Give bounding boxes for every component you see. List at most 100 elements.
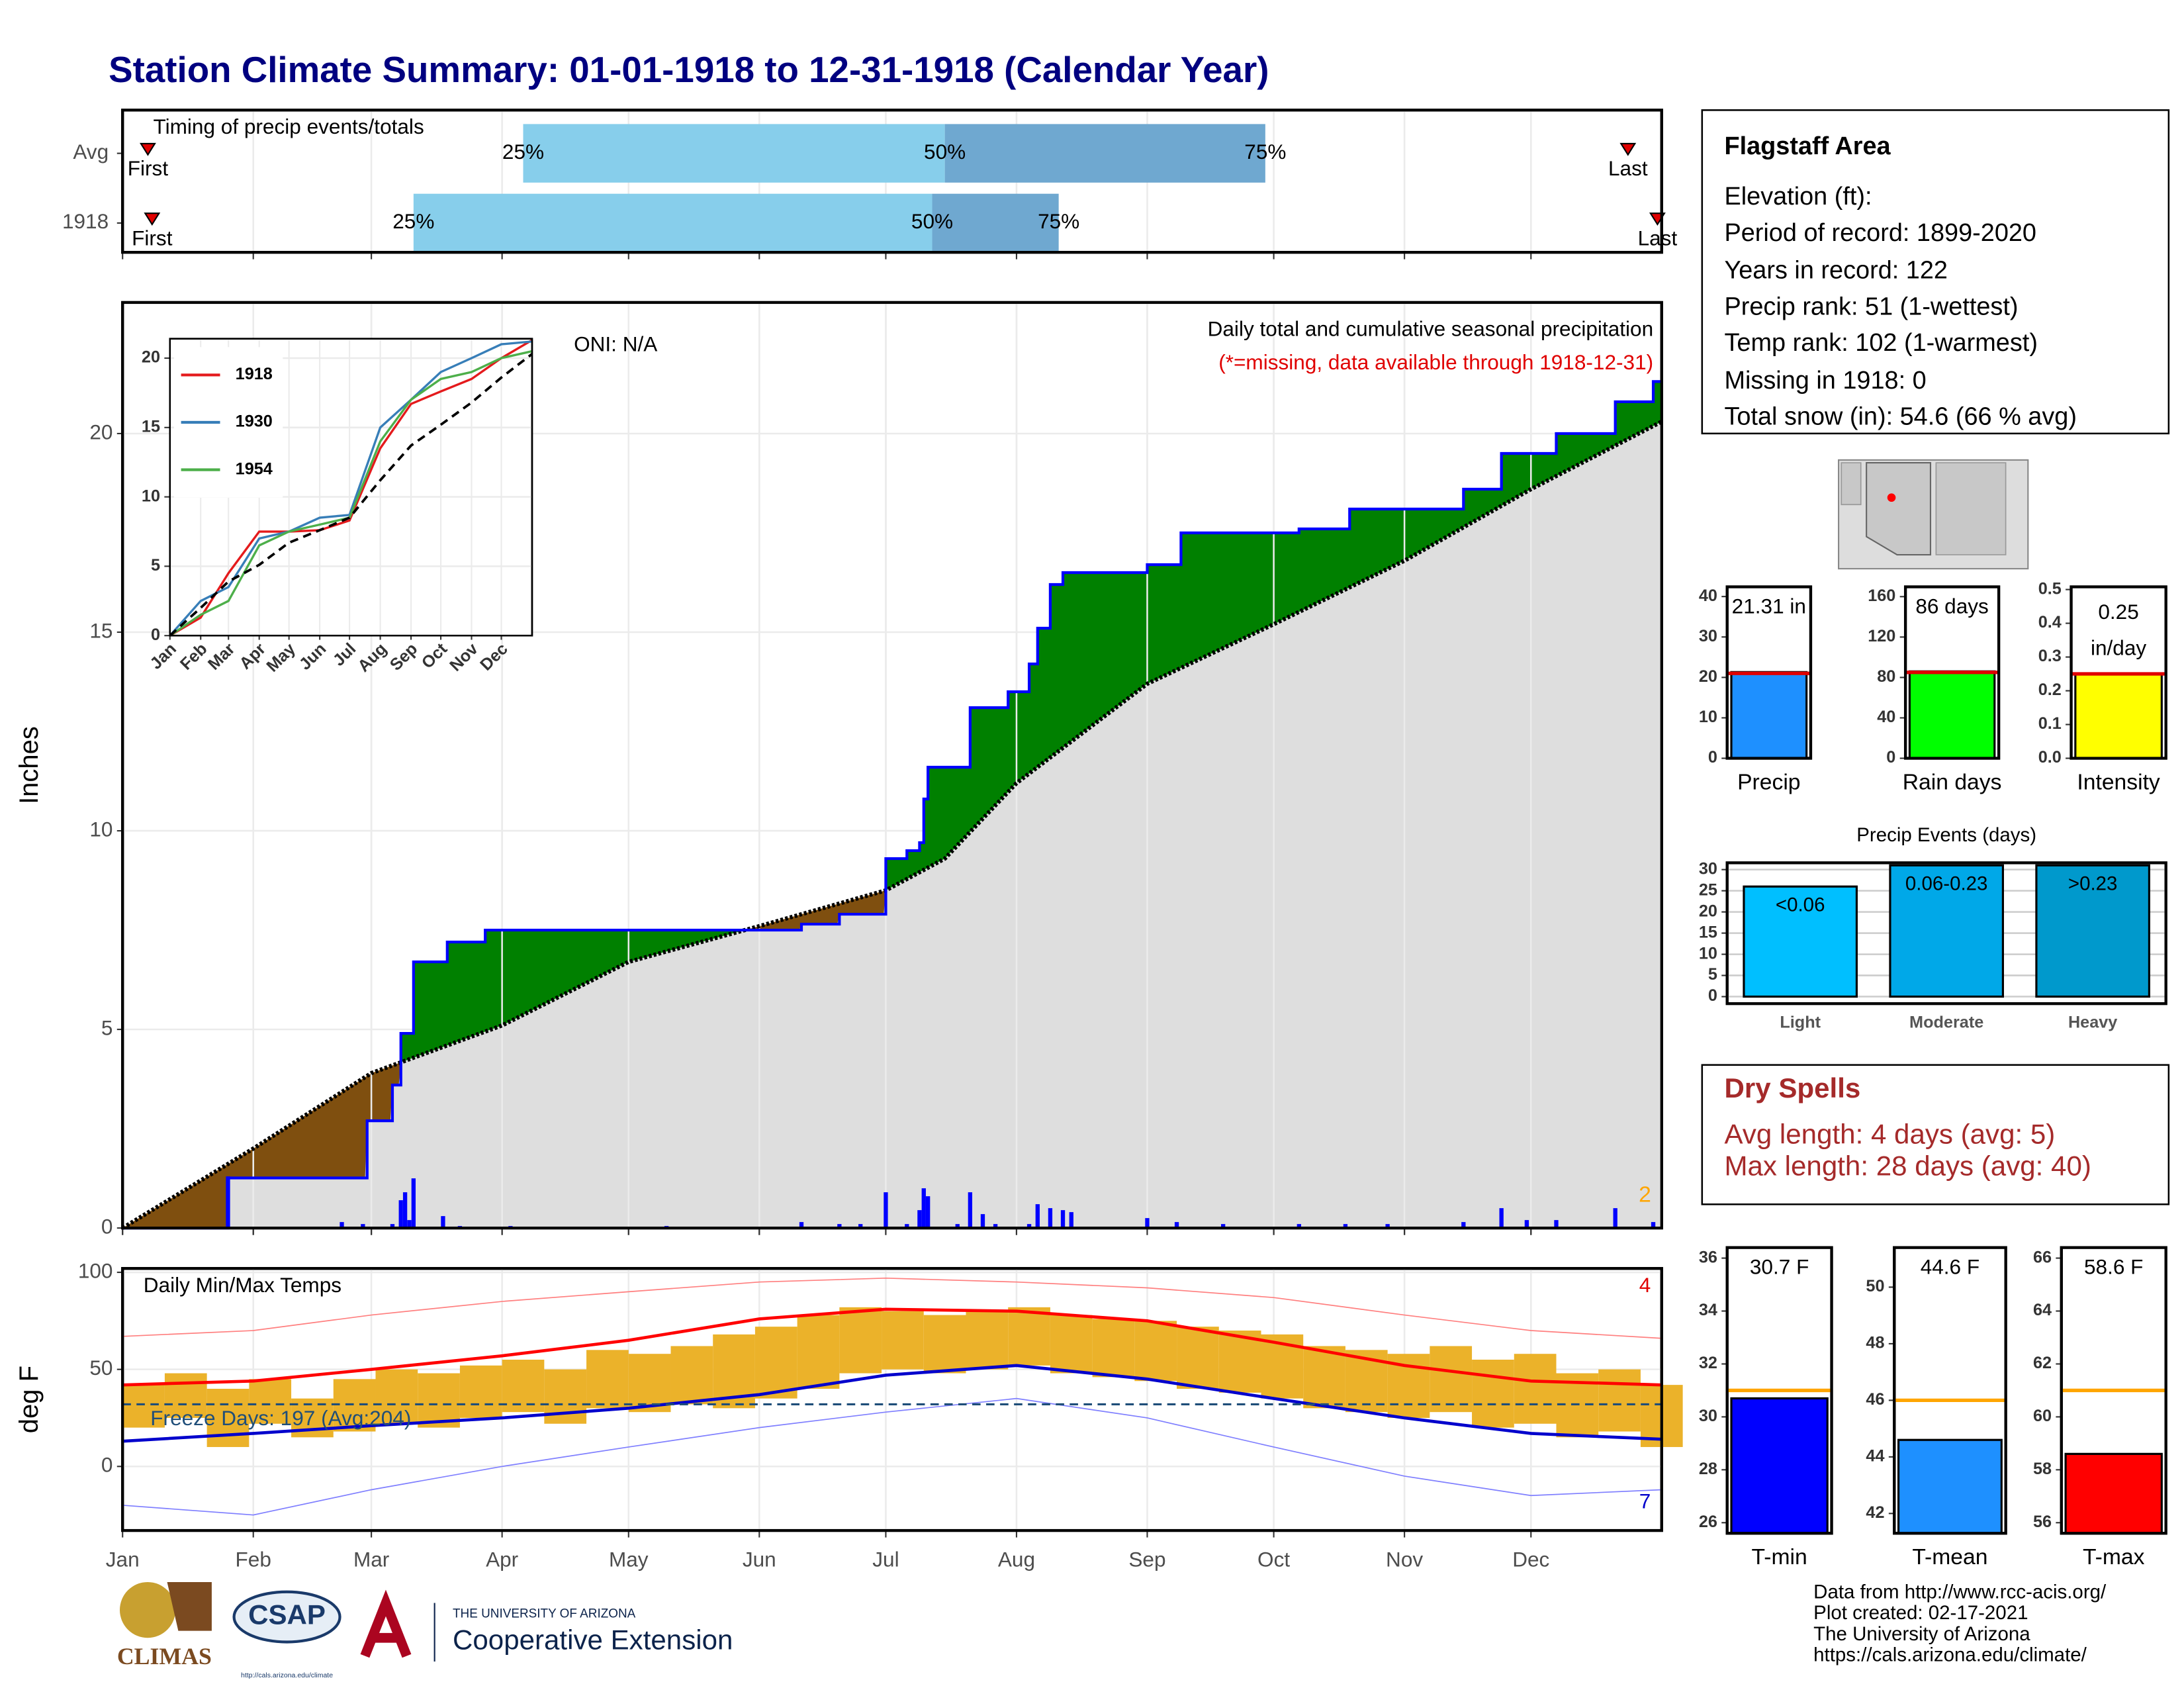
climas-emblem	[119, 1581, 176, 1638]
x-tick-label: Apr	[486, 1548, 518, 1571]
x-tick-label: Dec	[1512, 1548, 1549, 1571]
annotation: 4	[1639, 1273, 1651, 1297]
category-label: Moderate	[1909, 1013, 1983, 1031]
class-label: 0.06-0.23	[1905, 873, 1987, 895]
value-label: 30.7 F	[1750, 1255, 1809, 1279]
bar	[1897, 1438, 2003, 1534]
temp-range-bar	[1050, 1315, 1093, 1374]
temp-range-bar	[333, 1379, 376, 1432]
extension-name: Cooperative Extension	[453, 1624, 733, 1656]
y-tick-label: 50	[1866, 1277, 1884, 1295]
y-tick-label: 0.2	[2038, 680, 2062, 699]
temp-range-bar	[923, 1315, 966, 1374]
daily-bar	[1343, 1224, 1348, 1229]
daily-bar	[993, 1224, 998, 1229]
panel-border	[121, 109, 1663, 254]
legend-label: 1954	[236, 459, 273, 478]
category-label: Light	[1780, 1013, 1821, 1031]
category-label: Heavy	[2068, 1013, 2117, 1031]
temp-range-bar	[586, 1350, 629, 1409]
temp-range-bar	[459, 1365, 502, 1418]
panel-border	[121, 1267, 1663, 1532]
temp-range-bar	[164, 1373, 207, 1418]
series-line	[169, 339, 533, 637]
y-tick-label: 0.5	[2038, 579, 2062, 598]
y-tick-label: 20	[89, 420, 113, 444]
normal-line	[122, 1307, 1662, 1387]
bar	[1730, 1397, 1829, 1534]
y-tick-label: 160	[1868, 586, 1895, 605]
annotation: ONI: N/A	[574, 332, 657, 356]
info-line: Temp rank: 102 (1-warmest)	[1724, 329, 2037, 357]
info-line: Precip rank: 51 (1-wettest)	[1724, 293, 2018, 320]
daily-bar	[1499, 1208, 1504, 1229]
panel-border	[121, 301, 1663, 1230]
daily-bar	[837, 1224, 842, 1229]
x-tick-label: Jul	[872, 1548, 899, 1571]
y-tick-label: 25	[1699, 880, 1717, 899]
y-tick-label: 0	[1708, 748, 1717, 767]
quarter-bar	[932, 193, 1059, 253]
value-label: 86 days	[1915, 594, 1989, 618]
daily-bar	[1145, 1218, 1150, 1229]
event-label: First	[132, 226, 173, 250]
panel-title: Precip Events (days)	[1856, 824, 2036, 846]
panel-title: Daily Min/Max Temps	[144, 1273, 341, 1297]
bar	[1743, 885, 1858, 998]
daily-bar	[226, 1176, 230, 1229]
university-name: THE UNIVERSITY OF ARIZONA	[453, 1607, 636, 1620]
temp-range-bar	[1472, 1360, 1514, 1428]
x-tick-label: Oct	[1257, 1548, 1290, 1571]
climas-emblem	[167, 1581, 212, 1631]
daily-bar	[1026, 1224, 1032, 1229]
temp-range-bar	[1177, 1327, 1219, 1389]
y-tick-label: 1918	[62, 209, 109, 233]
daily-bar	[340, 1222, 344, 1229]
x-tick-label: Sep	[1128, 1548, 1165, 1571]
dry-spells-title: Dry Spells	[1724, 1072, 1860, 1103]
daily-bar	[1174, 1222, 1179, 1229]
y-tick-label: 0	[151, 626, 160, 644]
value-label: 58.6 F	[2084, 1255, 2143, 1279]
quarter-label: 50%	[911, 209, 953, 233]
quarter-bar	[413, 193, 933, 253]
y-tick-label: 66	[2033, 1248, 2052, 1266]
value-label: 21.31 in	[1732, 594, 1806, 618]
normal-line	[122, 1364, 1662, 1443]
info-line: Elevation (ft):	[1724, 183, 1872, 211]
panel-border	[1725, 585, 1813, 760]
category-label: Rain days	[1903, 770, 2002, 794]
bar	[2074, 673, 2163, 760]
y-tick-label: 34	[1699, 1301, 1717, 1319]
daily-bar	[1035, 1204, 1040, 1229]
category-label: T-min	[1752, 1545, 1807, 1570]
info-line: Period of record: 1899-2020	[1724, 219, 2036, 247]
info-line: Total snow (in): 54.6 (66 % avg)	[1724, 403, 2076, 431]
footer-line: The University of Arizona	[1813, 1623, 2030, 1645]
average-line	[169, 353, 533, 637]
daily-bar	[884, 1192, 888, 1229]
temp-range-bar	[1303, 1346, 1345, 1409]
y-tick-label: 10	[1699, 944, 1717, 962]
x-tick-label: Jun	[743, 1548, 776, 1571]
category-label: Intensity	[2077, 770, 2160, 794]
panel-border	[169, 338, 533, 637]
y-tick-label: 10	[142, 487, 160, 505]
temp-range-bar	[839, 1307, 882, 1374]
temp-range-bar	[670, 1346, 713, 1405]
daily-bar	[858, 1224, 863, 1229]
footer-line: https://cals.arizona.edu/climate/	[1813, 1644, 2087, 1665]
y-tick-label: 42	[1866, 1503, 1884, 1522]
map-state	[1935, 462, 2007, 555]
class-label: >0.23	[2068, 873, 2118, 895]
annotation: Daily total and cumulative seasonal prec…	[1208, 316, 1654, 340]
climas-logo: CLIMAS	[117, 1643, 212, 1669]
temp-range-bar	[502, 1360, 545, 1413]
y-tick-label: 20	[142, 348, 160, 367]
y-tick-label: 10	[1699, 708, 1717, 726]
temp-range-bar	[1008, 1307, 1050, 1366]
y-tick-label: 0	[1886, 748, 1895, 767]
temp-range-bar	[966, 1311, 1009, 1370]
daily-bar	[968, 1192, 973, 1229]
value-label: 0.25	[2098, 600, 2138, 624]
